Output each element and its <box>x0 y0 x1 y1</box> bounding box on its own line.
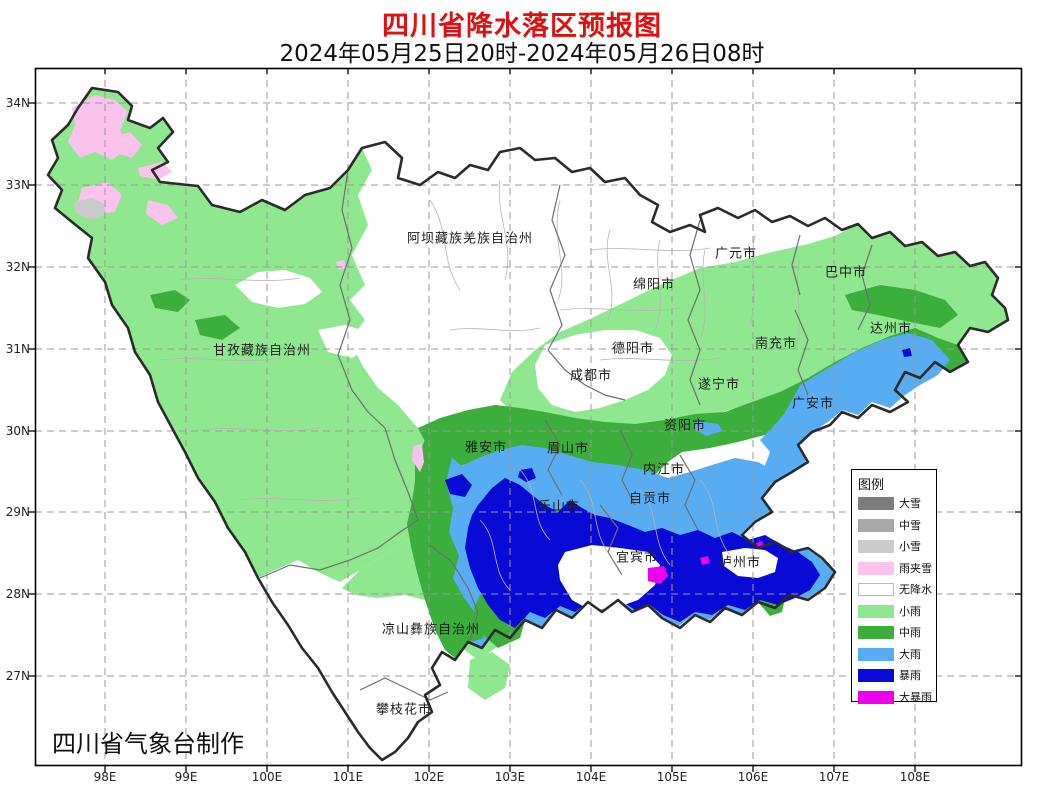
plot-frame <box>34 67 1023 767</box>
no-precip-swatch <box>858 583 894 596</box>
legend-item-severe-rainstorm: 大暴雨 <box>858 690 936 704</box>
region-label-nanchong: 南充市 <box>754 336 798 352</box>
forecast-period: 2024年05月25日20时-2024年05月26日08时 <box>279 41 765 67</box>
rainstorm-swatch <box>858 669 894 682</box>
region-label-yaan: 雅安市 <box>464 440 508 456</box>
region-label-guangan: 广安市 <box>791 396 835 412</box>
lat-tick-label: 33N <box>5 178 30 192</box>
region-label-mianyang: 绵阳市 <box>632 277 676 293</box>
lon-tick-label: 99E <box>174 770 198 784</box>
lat-tick-label: 27N <box>5 669 30 683</box>
page-title: 四川省降水落区预报图 <box>382 11 662 42</box>
region-label-liangshan: 凉山彝族自治州 <box>381 622 481 638</box>
region-label-aba: 阿坝藏族羌族自治州 <box>406 231 534 247</box>
legend-item-light-rain: 小雨 <box>858 604 936 618</box>
moderate-rain-band <box>150 285 968 478</box>
legend-item-no-precip: 无降水 <box>858 583 936 596</box>
legend-title: 图例 <box>858 478 885 493</box>
region-label-suining: 遂宁市 <box>697 377 741 393</box>
light-snow-patch <box>74 198 106 220</box>
sleet-swatch <box>858 561 894 575</box>
region-label-ziyang: 资阳市 <box>663 418 707 434</box>
region-label-chengdu: 成都市 <box>569 368 613 384</box>
region-label-deyang: 德阳市 <box>611 341 655 357</box>
producer-credit: 四川省气象台制作 <box>52 730 244 758</box>
lon-tick-label: 107E <box>818 770 850 784</box>
lon-tick-label: 104E <box>575 770 607 784</box>
region-label-bazhong: 巴中市 <box>824 265 868 281</box>
moderate-snow-swatch <box>858 518 894 532</box>
region-label-ganzi: 甘孜藏族自治州 <box>212 343 312 359</box>
region-label-panzhihua: 攀枝花市 <box>375 702 433 718</box>
heavy-snow-swatch <box>858 497 894 510</box>
region-label-guangyuan: 广元市 <box>714 246 758 262</box>
region-label-yibin: 宜宾市 <box>615 550 659 566</box>
lon-tick-label: 108E <box>899 770 931 784</box>
region-label-meishan: 眉山市 <box>546 441 590 457</box>
lat-tick-label: 29N <box>5 505 30 519</box>
heavy-rain-swatch <box>858 647 894 661</box>
lat-tick-label: 34N <box>5 96 30 110</box>
legend-item-moderate-rain: 中雨 <box>858 626 936 639</box>
lon-tick-label: 106E <box>737 770 769 784</box>
moderate-rain-swatch <box>858 626 894 639</box>
axis-ticks <box>28 68 1022 772</box>
lon-tick-label: 98E <box>93 770 117 784</box>
light-snow-swatch <box>858 540 894 553</box>
prefecture-boundaries <box>259 169 873 701</box>
lon-tick-label: 103E <box>494 770 526 784</box>
region-label-zigong: 自贡市 <box>628 491 672 507</box>
region-label-neijiang: 内江市 <box>642 462 686 478</box>
legend-item-sleet: 雨夹雪 <box>858 561 936 575</box>
legend-item-heavy-snow: 大雪 <box>858 497 936 510</box>
province-border <box>46 86 1010 762</box>
county-boundaries <box>159 179 801 591</box>
light-rain-swatch <box>858 604 894 618</box>
legend: 图例 大雪 中雪 小雪 雨夹雪 无降水 小雨 中雨 大雨 暴雨 <box>851 469 937 704</box>
region-label-dazhou: 达州市 <box>869 321 913 337</box>
region-label-luzhou: 泸州市 <box>718 555 762 571</box>
legend-item-rainstorm: 暴雨 <box>858 669 936 682</box>
region-label-leshan: 乐山市 <box>537 499 581 515</box>
lon-tick-label: 100E <box>251 770 283 784</box>
lat-tick-label: 28N <box>5 587 30 601</box>
no-precip-holes <box>235 270 672 412</box>
no-precip-south-holes <box>558 545 778 610</box>
lon-tick-label: 105E <box>656 770 688 784</box>
lat-tick-label: 32N <box>5 260 30 274</box>
lon-tick-label: 102E <box>413 770 445 784</box>
legend-item-moderate-snow: 中雪 <box>858 518 936 532</box>
legend-item-light-snow: 小雪 <box>858 540 936 553</box>
lat-tick-label: 31N <box>5 342 30 356</box>
severe-rainstorm-swatch <box>858 690 894 704</box>
lat-tick-label: 30N <box>5 424 30 438</box>
legend-item-heavy-rain: 大雨 <box>858 647 936 661</box>
lon-tick-label: 101E <box>332 770 364 784</box>
